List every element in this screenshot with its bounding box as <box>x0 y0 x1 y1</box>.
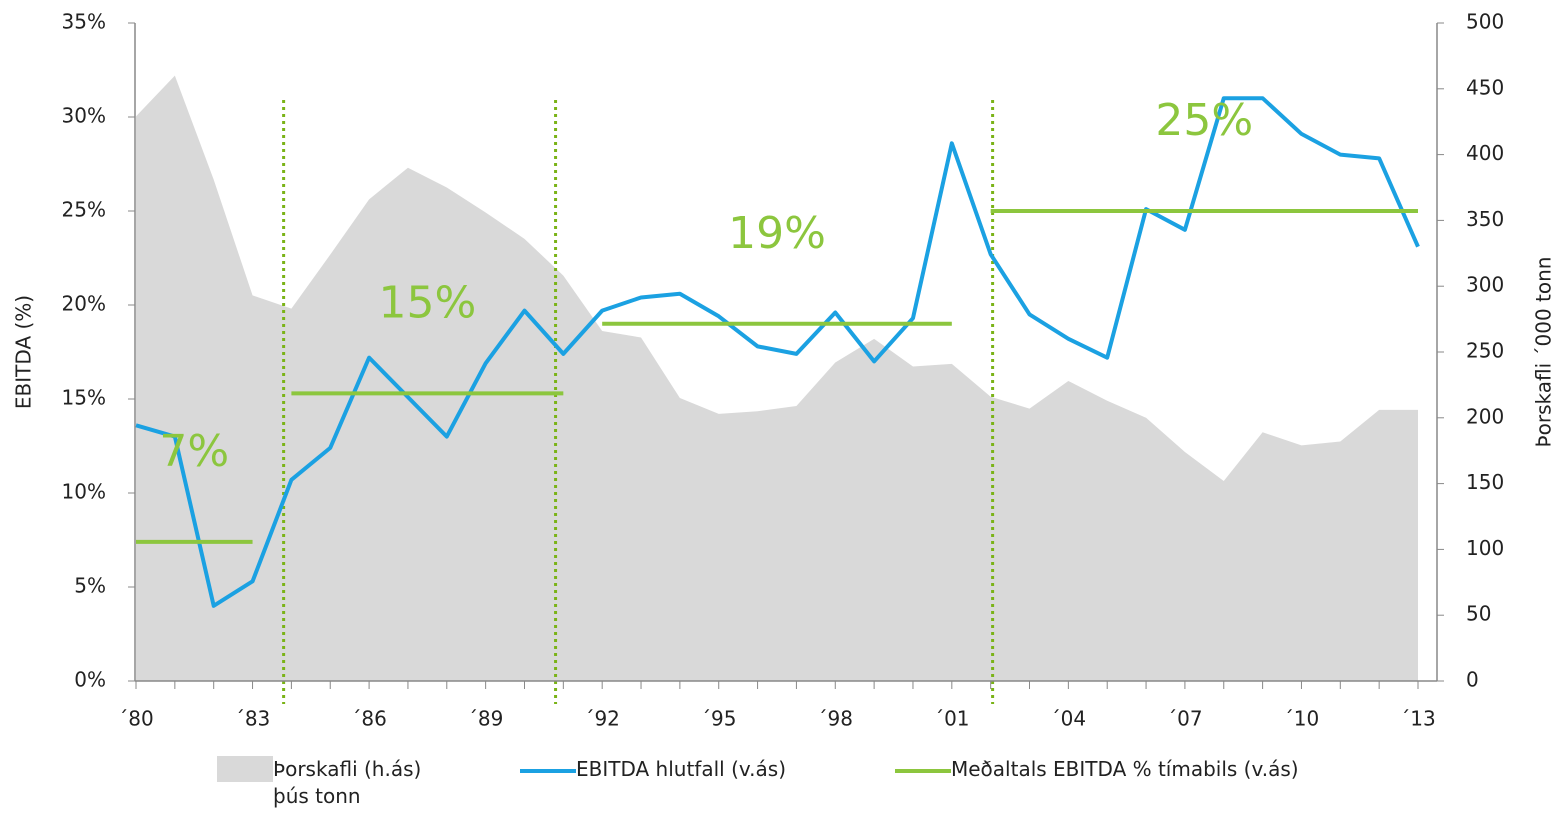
y-tick-label: 20% <box>62 292 106 316</box>
mean-label: 7% <box>159 426 229 477</box>
mean-label: 15% <box>378 277 476 328</box>
line <box>135 96 1420 608</box>
y-tick-label: 25% <box>62 198 106 222</box>
y2-tick-label: 100 <box>1466 536 1504 560</box>
y2-tick-label: 250 <box>1466 339 1504 363</box>
chart: EBITDA (%) Þorskafli ´000 tonn 7% 15% 19% 2… <box>12 10 1556 731</box>
x-tick-label: ´92 <box>584 707 619 731</box>
y-tick-label: 30% <box>62 104 106 128</box>
y2-tick-label: 0 <box>1466 668 1479 692</box>
legend-label: Meðaltals EBITDA % tímabils (v.ás) <box>951 757 1299 781</box>
x-tick-label: ´04 <box>1051 707 1086 731</box>
legend-item: Meðaltals EBITDA % tímabils (v.ás) <box>895 756 1299 783</box>
y-axis-title: EBITDA (%) <box>12 295 36 409</box>
legend-swatch <box>520 769 576 773</box>
legend-swatch <box>217 756 273 782</box>
legend-label: EBITDA hlutfall (v.ás) <box>576 757 786 781</box>
legend: Þorskafli (h.ás) þús tonn EBITDA hlutfall… <box>0 756 1561 819</box>
mean-label: 25% <box>1155 95 1253 146</box>
y-tick-label: 10% <box>62 480 106 504</box>
area <box>136 75 1418 681</box>
y2-axis-title: Þorskafli ´000 tonn <box>1532 257 1556 448</box>
y2-tick-label: 500 <box>1466 10 1504 34</box>
legend-item: EBITDA hlutfall (v.ás) <box>520 756 786 783</box>
x-tick-label: ´07 <box>1167 707 1202 731</box>
y-tick-label: 0% <box>74 668 106 692</box>
x-tick-label: ´89 <box>468 707 503 731</box>
legend-item: Þorskafli (h.ás) þús tonn <box>217 756 443 810</box>
x-tick-label: ´80 <box>118 707 153 731</box>
x-tick-label: ´95 <box>701 707 736 731</box>
legend-swatch <box>895 769 951 773</box>
y2-tick-label: 50 <box>1466 602 1491 626</box>
x-tick-label: ´83 <box>235 707 270 731</box>
x-tick-label: ´01 <box>934 707 969 731</box>
y2-tick-label: 450 <box>1466 75 1504 99</box>
y-tick-label: 5% <box>74 574 106 598</box>
axes <box>128 22 1444 689</box>
legend-label: Þorskafli (h.ás) þús tonn <box>273 757 422 808</box>
y-tick-label: 15% <box>62 386 106 410</box>
x-tick-label: ´86 <box>351 707 386 731</box>
y2-tick-label: 300 <box>1466 273 1504 297</box>
x-tick-label: ´13 <box>1400 707 1435 731</box>
x-tick-label: ´10 <box>1284 707 1319 731</box>
y2-tick-label: 200 <box>1466 404 1504 428</box>
y2-tick-label: 150 <box>1466 470 1504 494</box>
mean-label: 19% <box>728 208 826 259</box>
y2-tick-label: 350 <box>1466 207 1504 231</box>
y2-tick-label: 400 <box>1466 141 1504 165</box>
x-tick-label: ´98 <box>818 707 853 731</box>
y-tick-label: 35% <box>62 10 106 34</box>
